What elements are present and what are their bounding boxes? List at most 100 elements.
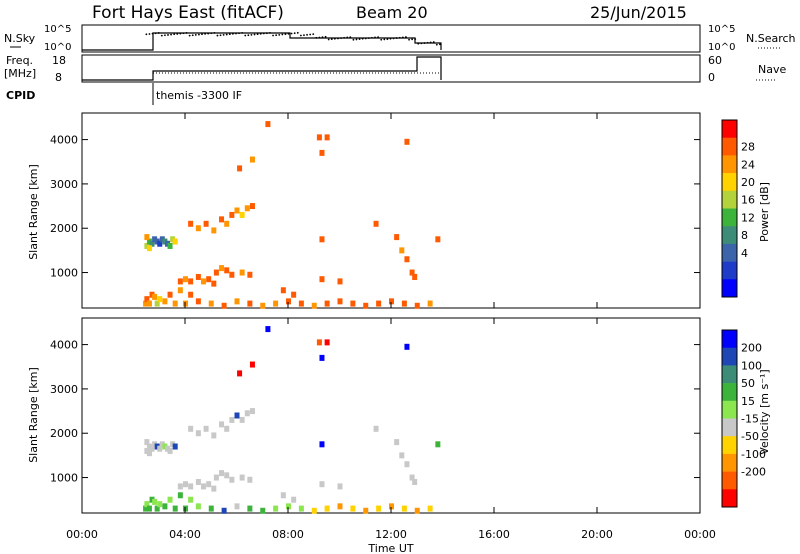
colorbar-tick-label: 24: [741, 158, 755, 171]
nsky-point: [299, 34, 302, 37]
power-panel: 1000 2000 3000 4000 Slant Range [km] 28 24 20…: [27, 112, 771, 309]
colorbar-frame: [721, 119, 738, 298]
colorbar-swatch: [722, 137, 737, 156]
nsky-point: [293, 32, 296, 35]
nsky-point: [191, 34, 194, 37]
power-cells: [143, 121, 441, 309]
x-tick-label: 00:00: [66, 528, 98, 541]
data-cell: [144, 242, 150, 249]
data-cell: [273, 300, 279, 307]
nsky-point: [179, 32, 182, 35]
data-cell: [414, 507, 420, 514]
data-cell: [206, 481, 212, 488]
data-cell: [324, 339, 330, 346]
data-cell: [404, 461, 410, 468]
nsky-panel: N.Sky 10^5 10^0 10^5 10^0 N.Search: [4, 24, 796, 53]
nsky-point: [194, 34, 197, 36]
x-tick-label: 04:00: [169, 528, 201, 541]
colorbar-swatch: [722, 365, 737, 384]
nsearch-tick-top: 10^5: [708, 24, 735, 35]
data-cell: [229, 271, 235, 278]
data-cell: [188, 496, 194, 503]
data-cell: [273, 505, 279, 512]
nsky-point: [432, 41, 435, 43]
data-cell: [146, 300, 152, 307]
data-cell: [221, 507, 227, 514]
data-cell: [167, 242, 173, 249]
data-cell: [144, 439, 150, 446]
nsky-point: [401, 36, 404, 39]
data-cell: [208, 300, 214, 307]
nsky-point: [272, 34, 274, 37]
colorbar-swatch: [722, 489, 737, 508]
nsky-point: [306, 33, 308, 36]
data-cell: [177, 287, 183, 294]
data-cell: [427, 505, 433, 512]
nsky-point: [303, 34, 305, 37]
nsky-label: N.Sky: [4, 32, 36, 45]
nsky-point: [392, 37, 395, 40]
data-cell: [389, 298, 394, 305]
data-cell: [211, 432, 217, 439]
data-cell: [316, 339, 322, 346]
power-ylabel: Slant Range [km]: [27, 164, 40, 260]
data-cell: [152, 293, 158, 300]
data-cell: [144, 296, 150, 303]
data-cell: [219, 265, 225, 272]
data-cell: [247, 505, 253, 512]
nsky-point: [225, 33, 228, 36]
nsky-point: [423, 42, 426, 44]
freq-label-line2: [MHz]: [4, 67, 36, 80]
data-cell: [152, 236, 158, 243]
nsky-point: [333, 37, 336, 40]
velocity-y-axis: 1000 2000 3000 4000: [50, 339, 700, 485]
nsky-tick-top: 10^5: [44, 24, 71, 35]
nsky-point: [364, 37, 367, 40]
data-cell: [324, 505, 330, 512]
nsky-point: [343, 36, 346, 39]
data-cell: [154, 300, 160, 307]
data-cell: [319, 441, 325, 448]
nsky-point: [374, 36, 376, 39]
nsky-point: [340, 37, 342, 40]
nsky-point: [201, 33, 203, 36]
colorbar-tick-label: -50: [741, 430, 759, 443]
data-cell: [143, 300, 149, 307]
data-cell: [389, 503, 394, 510]
nsky-point: [148, 33, 151, 35]
nsky-point: [231, 32, 234, 35]
data-cell: [157, 501, 163, 508]
data-cell: [188, 291, 194, 298]
y-tick-label: 2000: [50, 427, 78, 440]
data-cell: [172, 505, 178, 512]
nsky-point: [188, 34, 191, 37]
data-cell: [195, 298, 201, 305]
nsky-point: [361, 37, 364, 40]
nsky-point: [358, 38, 361, 41]
nsky-scatter: [145, 31, 441, 46]
colorbar-swatch: [722, 418, 737, 437]
x-tick-label: 20:00: [581, 528, 613, 541]
data-cell: [376, 300, 382, 307]
data-cell: [203, 220, 209, 227]
nsky-point: [210, 32, 213, 35]
data-cell: [247, 476, 253, 483]
x-tick-label: 00:00: [684, 528, 716, 541]
data-cell: [337, 298, 343, 305]
data-cell: [159, 441, 165, 448]
data-cell: [435, 441, 441, 448]
nsky-point: [250, 33, 253, 36]
data-cell: [394, 439, 400, 446]
freq-tick-top: 18: [52, 54, 66, 67]
data-cell: [208, 505, 214, 512]
nsky-point: [219, 34, 222, 37]
data-cell: [229, 476, 235, 483]
nsky-point: [398, 36, 401, 39]
data-cell: [350, 300, 356, 307]
velocity-colorbar: 200 100 50 15 -15 -50 -100 -200: [721, 329, 766, 508]
nsky-point: [435, 43, 438, 46]
nsky-point: [278, 33, 281, 36]
colorbar-swatch: [722, 453, 737, 472]
data-cell: [203, 425, 209, 432]
